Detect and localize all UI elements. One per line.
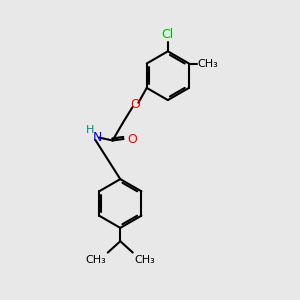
Text: O: O [130,98,140,111]
Text: O: O [128,133,137,146]
Text: CH₃: CH₃ [134,255,155,265]
Text: Cl: Cl [162,28,174,41]
Text: N: N [93,131,102,144]
Text: CH₃: CH₃ [198,58,219,68]
Text: CH₃: CH₃ [85,255,106,265]
Text: H: H [86,125,95,135]
